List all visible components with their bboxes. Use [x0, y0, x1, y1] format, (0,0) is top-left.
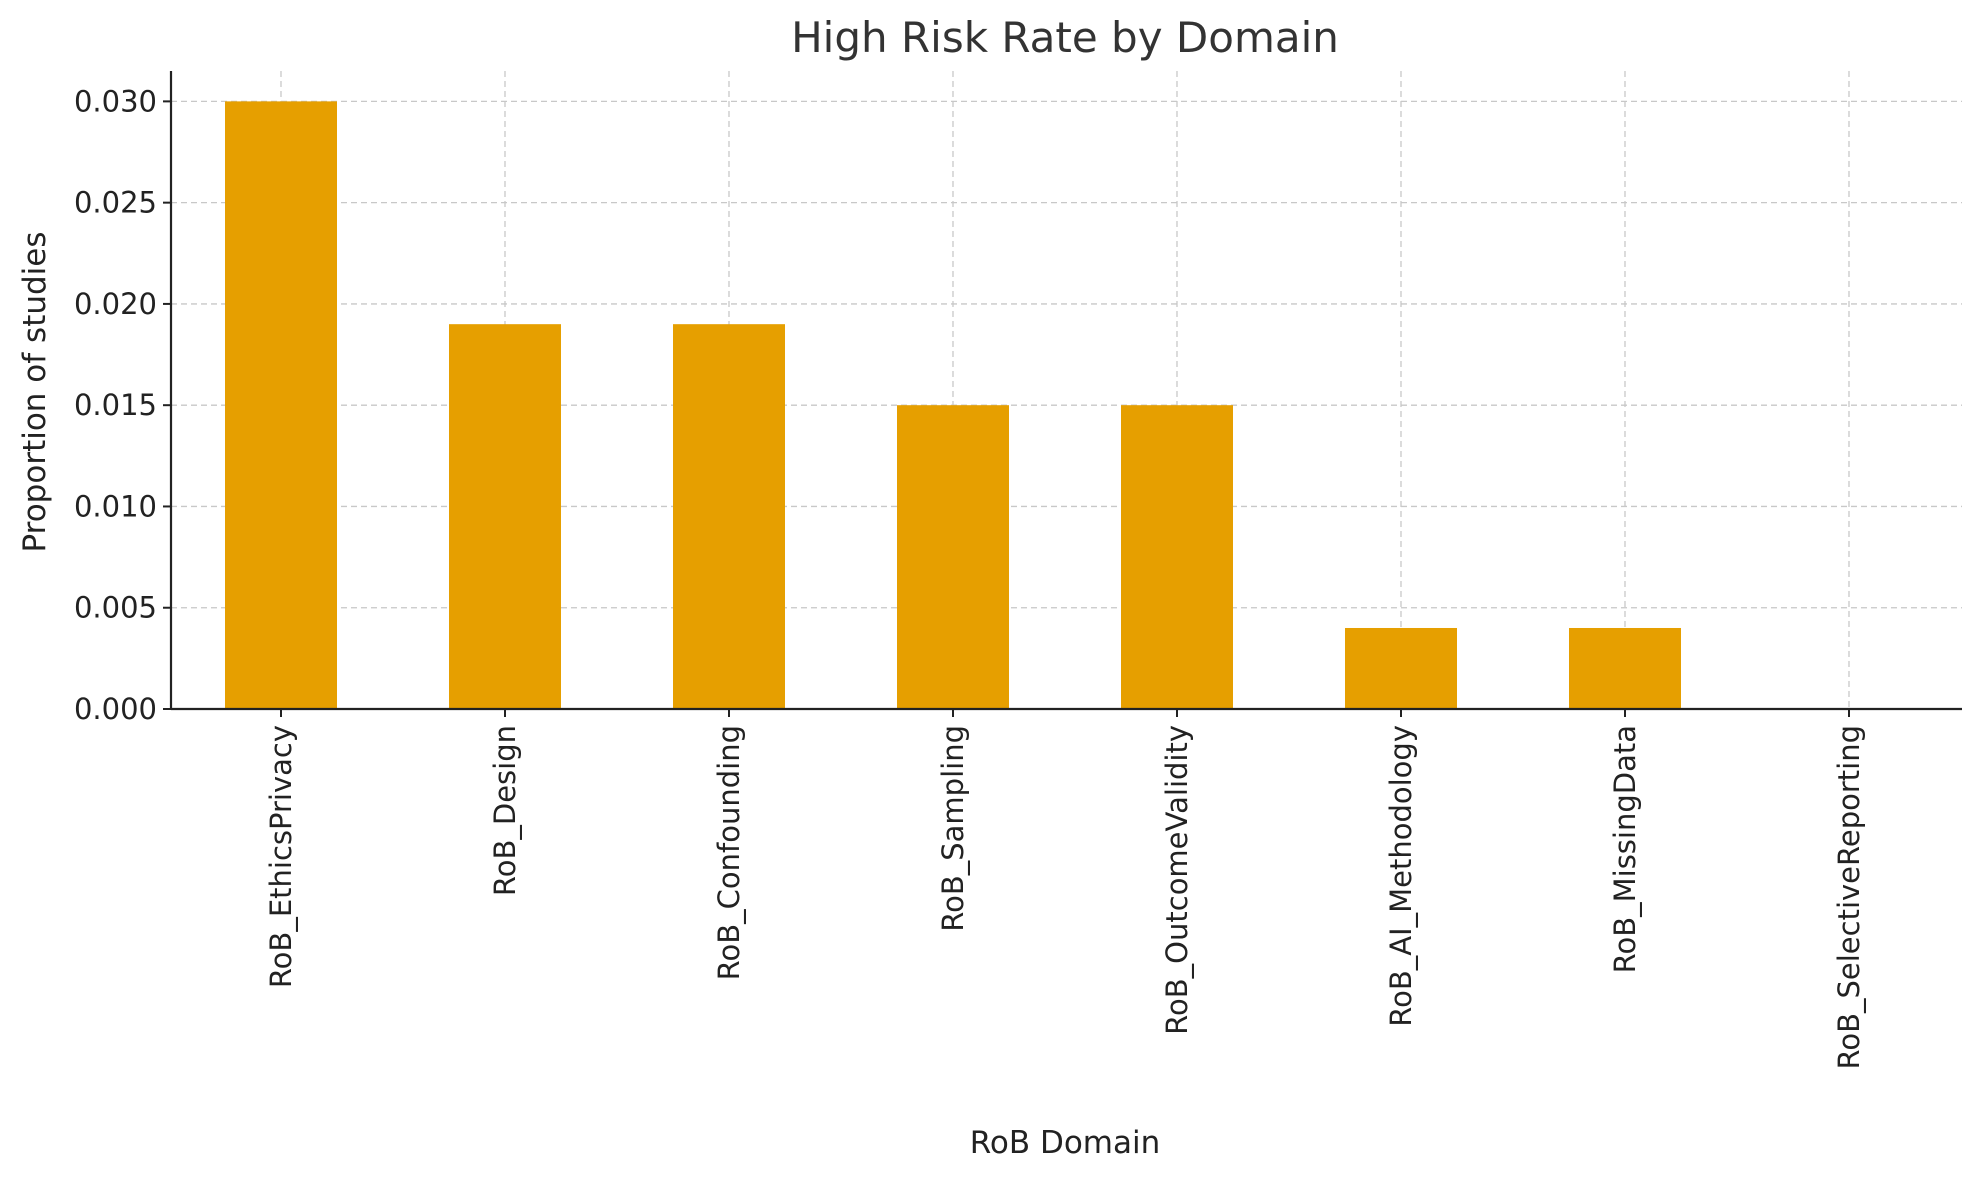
x-tick-label: RoB_AI_Methodology — [1384, 725, 1418, 1027]
x-tick-label: RoB_Sampling — [936, 725, 970, 932]
y-axis-ticks: 0.000 0.005 0.010 0.015 0.020 0.025 0.030 — [74, 84, 171, 726]
x-tick-label: RoB_MissingData — [1608, 725, 1642, 973]
x-axis-ticks: RoB_EthicsPrivacy RoB_Design RoB_Confoundi… — [264, 709, 1866, 1070]
y-tick-label: 0.005 — [74, 591, 157, 625]
bar-rob-design — [449, 324, 561, 709]
chart-title: High Risk Rate by Domain — [791, 13, 1339, 62]
y-axis-label: Proportion of studies — [17, 231, 53, 552]
bar-rob-ai-methodology — [1345, 627, 1457, 709]
bar-rob-outcomevalidity — [1121, 405, 1233, 709]
x-tick-label: RoB_SelectiveReporting — [1832, 725, 1866, 1070]
x-axis-label: RoB Domain — [970, 1125, 1161, 1161]
x-tick-label: RoB_Confounding — [712, 725, 746, 980]
bar-rob-missingdata — [1569, 627, 1681, 709]
x-tick-label: RoB_EthicsPrivacy — [264, 725, 298, 988]
y-tick-label: 0.010 — [74, 489, 157, 523]
y-tick-label: 0.020 — [74, 287, 157, 321]
bars — [225, 101, 1681, 709]
bar-rob-confounding — [673, 324, 785, 709]
x-tick-label: RoB_OutcomeValidity — [1160, 725, 1194, 1035]
y-tick-label: 0.030 — [74, 84, 157, 118]
grid-lines — [171, 71, 1962, 710]
y-tick-label: 0.000 — [74, 692, 157, 726]
y-tick-label: 0.015 — [74, 388, 157, 422]
y-tick-label: 0.025 — [74, 186, 157, 220]
bar-rob-sampling — [897, 405, 1009, 709]
bar-rob-ethicsprivacy — [225, 101, 337, 709]
x-tick-label: RoB_Design — [488, 725, 522, 896]
